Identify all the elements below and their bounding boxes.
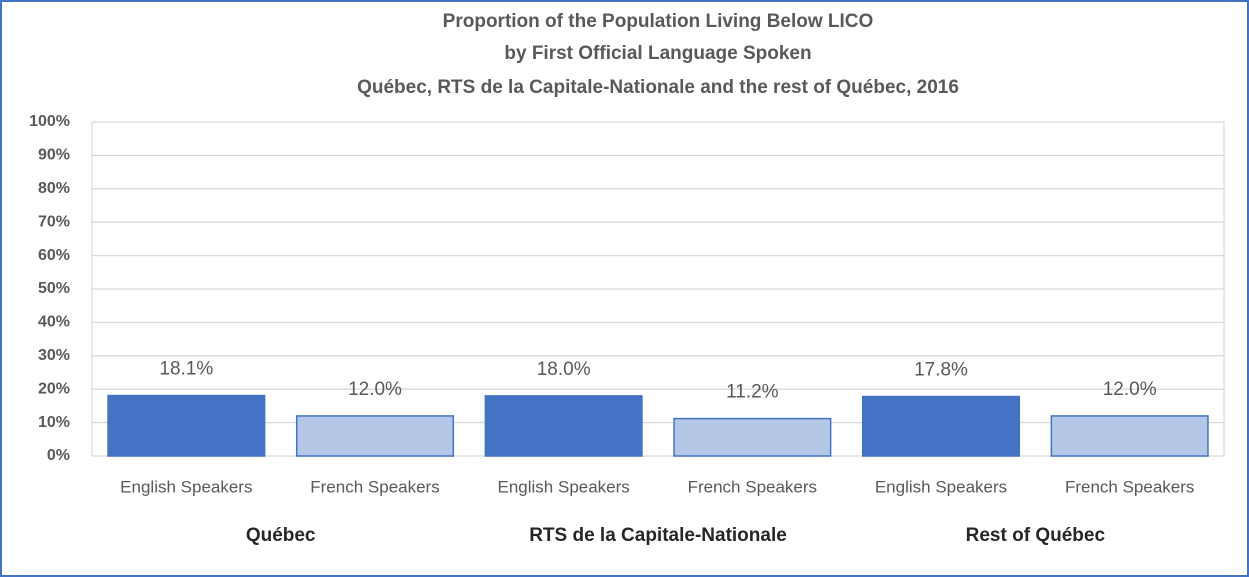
value-label: 12.0% <box>1103 379 1157 400</box>
y-tick-label: 60% <box>38 247 70 264</box>
bar <box>484 395 643 457</box>
x-tick-label: French Speakers <box>310 477 439 496</box>
x-tick-label: English Speakers <box>498 477 630 496</box>
value-label: 12.0% <box>348 379 402 400</box>
y-tick-label: 90% <box>38 147 70 164</box>
bar <box>107 394 266 457</box>
y-tick-label: 0% <box>47 447 70 464</box>
y-tick-label: 100% <box>29 113 70 130</box>
group-label: RTS de la Capitale-Nationale <box>529 525 787 546</box>
bar <box>861 395 1021 457</box>
x-tick-label: English Speakers <box>120 477 252 496</box>
bar <box>1050 415 1209 457</box>
bar <box>295 415 455 457</box>
y-tick-label: 80% <box>38 180 70 197</box>
x-tick-label: French Speakers <box>1065 477 1194 496</box>
chart-title: Québec, RTS de la Capitale-Nationale and… <box>357 77 959 98</box>
group-label: Rest of Québec <box>966 525 1106 546</box>
chart-title: Proportion of the Population Living Belo… <box>443 11 874 32</box>
y-tick-label: 30% <box>38 347 70 364</box>
x-tick-label: English Speakers <box>875 477 1007 496</box>
x-tick-label: French Speakers <box>688 477 817 496</box>
y-tick-label: 70% <box>38 213 70 230</box>
y-tick-label: 20% <box>38 380 70 397</box>
chart-title: by First Official Language Spoken <box>504 43 811 64</box>
y-tick-label: 10% <box>38 414 70 431</box>
y-tick-label: 50% <box>38 280 70 297</box>
value-label: 18.0% <box>537 359 591 380</box>
value-label: 11.2% <box>726 382 779 403</box>
value-label: 18.1% <box>159 359 213 380</box>
value-label: 17.8% <box>914 360 968 381</box>
group-label: Québec <box>246 525 316 546</box>
y-tick-label: 40% <box>38 314 70 331</box>
bar <box>673 417 832 457</box>
